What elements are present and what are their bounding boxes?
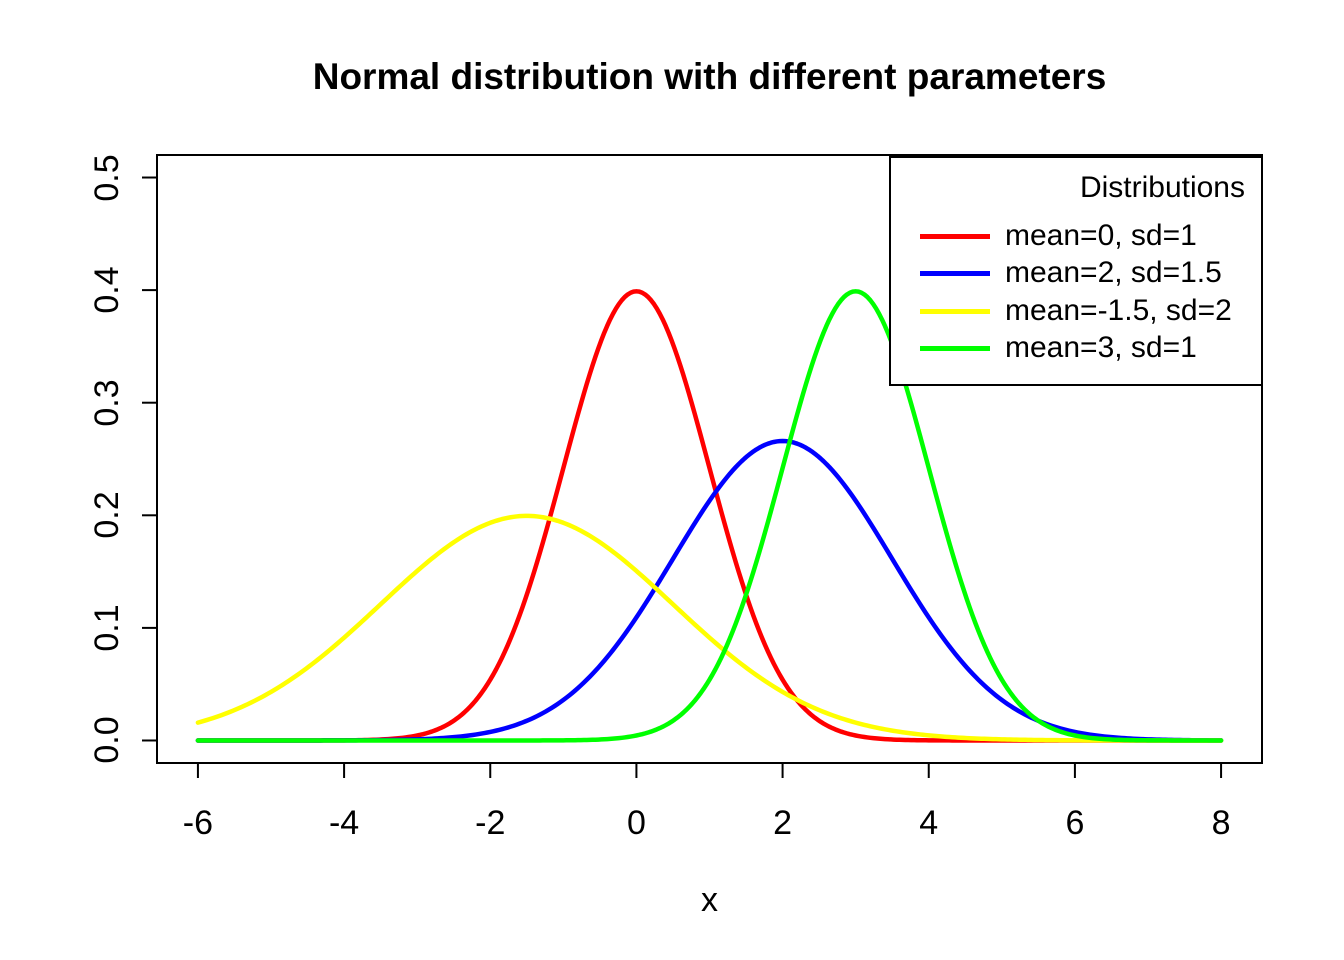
x-tick-label: 6 [1065, 804, 1085, 842]
x-axis-label: x [701, 881, 718, 919]
legend-item: mean=3, sd=1 [920, 333, 1197, 363]
legend-box: Distributions mean=0, sd=1 mean=2, sd=1.5… [889, 156, 1263, 386]
x-tick-label: -2 [475, 804, 506, 842]
legend-item-label: mean=0, sd=1 [1005, 219, 1197, 252]
x-tick-label: 8 [1211, 804, 1231, 842]
legend-item: mean=0, sd=1 [920, 221, 1197, 251]
legend-item-label: mean=-1.5, sd=2 [1005, 294, 1232, 327]
chart-title: Normal distribution with different param… [312, 56, 1107, 97]
legend-title: Distributions [1079, 171, 1245, 204]
legend-swatch-line [920, 233, 990, 239]
y-tick-label: 0.5 [88, 153, 126, 202]
curve-mean-2-sd-1.5 [195, 438, 1224, 743]
legend-item: mean=2, sd=1.5 [920, 258, 1222, 288]
x-tick-label: -6 [182, 804, 214, 842]
y-tick-label: 0.1 [88, 604, 126, 652]
y-tick-label: 0.3 [88, 379, 126, 427]
curve-mean-3-sd-1 [195, 289, 1224, 743]
y-tick-label: 0.2 [88, 491, 126, 539]
legend-item-label: mean=2, sd=1.5 [1005, 256, 1222, 289]
plot-box [156, 154, 1263, 764]
x-tick-label: 2 [773, 804, 793, 842]
legend-swatch-line [920, 270, 990, 276]
curve-mean--1.5-sd-2 [195, 513, 1224, 743]
y-tick-label: 0.0 [88, 716, 126, 765]
legend-swatch-line [920, 345, 990, 351]
legend-swatch-line [920, 308, 990, 314]
legend-item-label: mean=3, sd=1 [1005, 331, 1197, 364]
y-tick-label: 0.4 [88, 266, 126, 314]
x-tick-label: 0 [626, 804, 646, 842]
x-tick-label: 4 [919, 804, 939, 842]
x-tick-label: -4 [328, 804, 360, 842]
legend-item: mean=-1.5, sd=2 [920, 296, 1232, 326]
